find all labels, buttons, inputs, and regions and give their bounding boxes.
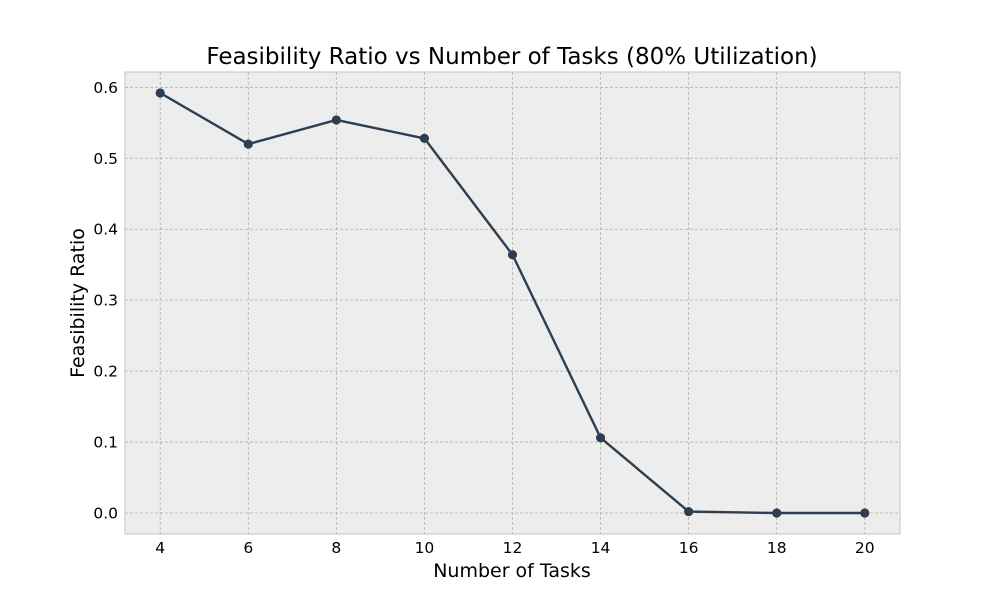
y-tick-label: 0.4 bbox=[93, 221, 118, 239]
x-tick-label: 4 bbox=[155, 539, 165, 557]
y-tick-label: 0.0 bbox=[93, 505, 118, 523]
x-tick-label: 16 bbox=[679, 539, 699, 557]
data-point bbox=[419, 133, 430, 144]
series-layer bbox=[155, 88, 870, 518]
x-tick-label: 18 bbox=[767, 539, 787, 557]
x-axis-ticks: 4 6 8 10 12 14 16 18 20 bbox=[155, 539, 874, 557]
data-point bbox=[595, 433, 606, 443]
x-tick-label: 6 bbox=[243, 539, 253, 557]
data-point bbox=[684, 506, 694, 517]
data-point bbox=[507, 250, 518, 260]
y-tick-label: 0.5 bbox=[93, 150, 118, 168]
data-point bbox=[243, 139, 253, 149]
chart-title: Feasibility Ratio vs Number of Tasks (80… bbox=[206, 44, 817, 70]
x-tick-label: 20 bbox=[855, 539, 875, 557]
y-axis-label: Feasibility Ratio bbox=[67, 228, 89, 378]
y-tick-label: 0.1 bbox=[93, 434, 118, 452]
x-tick-label: 8 bbox=[331, 539, 341, 557]
y-tick-label: 0.6 bbox=[93, 79, 118, 97]
x-axis-label: Number of Tasks bbox=[433, 560, 591, 582]
x-tick-label: 14 bbox=[591, 539, 611, 557]
x-tick-label: 10 bbox=[415, 539, 435, 557]
data-point bbox=[772, 508, 782, 518]
y-tick-label: 0.3 bbox=[93, 292, 118, 310]
data-point bbox=[860, 508, 870, 518]
x-tick-label: 12 bbox=[503, 539, 523, 557]
y-tick-label: 0.2 bbox=[93, 363, 118, 381]
y-axis-ticks: 0.0 0.1 0.2 0.3 0.4 0.5 0.6 bbox=[93, 79, 118, 523]
data-point bbox=[331, 115, 341, 125]
data-point bbox=[155, 88, 165, 98]
